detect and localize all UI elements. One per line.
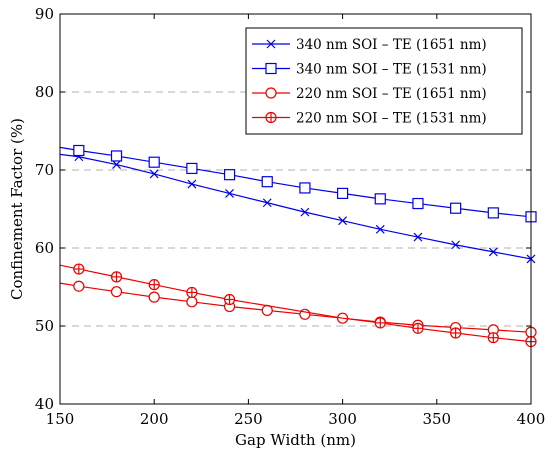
data-point-marker	[261, 176, 273, 188]
legend-marker	[265, 62, 277, 75]
legend-entry: 340 nm SOI – TE (1651 nm)	[252, 37, 487, 53]
series-line	[59, 282, 532, 333]
series-3	[59, 263, 537, 348]
y-tick-label: 60	[35, 239, 54, 257]
data-point-marker	[187, 179, 197, 189]
axis-ticks: 150 200 250 300 350 400 40 50 60 70 80 90	[35, 5, 545, 428]
data-point-marker	[110, 286, 123, 298]
series-2	[59, 280, 537, 338]
y-tick-label: 90	[35, 5, 54, 23]
y-tick-label: 40	[35, 395, 54, 413]
legend-entry: 340 nm SOI – TE (1531 nm)	[252, 62, 487, 78]
data-point-marker	[374, 193, 386, 205]
legend: 340 nm SOI – TE (1651 nm) 340 nm SOI – TE…	[245, 27, 523, 135]
series-line	[59, 146, 532, 218]
data-point-marker	[412, 197, 424, 210]
x-tick-label: 200	[140, 410, 169, 428]
data-point-marker	[186, 296, 198, 308]
data-point-marker	[413, 232, 423, 242]
data-point-marker	[148, 291, 160, 303]
data-point-marker	[110, 150, 123, 162]
legend-entry: 220 nm SOI – TE (1651 nm)	[252, 86, 487, 102]
legend-label: 220 nm SOI – TE (1531 nm)	[296, 111, 487, 127]
data-point-marker	[337, 187, 349, 199]
legend-label: 220 nm SOI – TE (1651 nm)	[296, 86, 487, 102]
x-axis-title: Gap Width (nm)	[235, 431, 356, 449]
data-point-marker	[451, 240, 461, 250]
data-point-marker	[338, 216, 348, 226]
data-point-marker	[73, 280, 85, 292]
data-point-marker	[112, 160, 121, 169]
data-point-marker	[149, 169, 159, 179]
data-point-marker	[148, 156, 160, 168]
series-line	[59, 153, 532, 260]
data-point-marker	[450, 202, 462, 214]
data-point-marker	[73, 144, 85, 157]
data-point-marker	[487, 207, 499, 219]
data-point-marker	[375, 224, 385, 234]
legend-marker	[266, 39, 276, 49]
plot-frame	[59, 13, 532, 405]
plot-series	[59, 144, 537, 348]
series-line	[59, 264, 532, 343]
y-tick-label: 50	[35, 317, 54, 335]
data-point-marker	[299, 182, 311, 194]
data-point-marker	[223, 169, 236, 181]
series-0	[59, 152, 536, 264]
legend-entry: 220 nm SOI – TE (1531 nm)	[252, 111, 487, 127]
data-point-marker	[186, 162, 198, 175]
legend-marker	[265, 87, 277, 99]
x-tick-label: 150	[46, 410, 75, 428]
legend-label: 340 nm SOI – TE (1531 nm)	[296, 62, 487, 78]
x-tick-label: 400	[517, 410, 546, 428]
y-axis-title: Confinement Factor (%)	[8, 118, 26, 300]
legend-label: 340 nm SOI – TE (1651 nm)	[296, 37, 487, 53]
data-point-marker	[300, 207, 310, 217]
data-point-marker	[225, 188, 234, 198]
data-point-marker	[262, 198, 272, 208]
x-tick-label: 300	[328, 410, 357, 428]
x-tick-label: 350	[422, 410, 451, 428]
x-tick-label: 250	[234, 410, 263, 428]
data-point-marker	[488, 247, 498, 257]
y-tick-label: 70	[35, 161, 54, 179]
y-tick-label: 80	[35, 83, 54, 101]
legend-box	[245, 27, 523, 135]
